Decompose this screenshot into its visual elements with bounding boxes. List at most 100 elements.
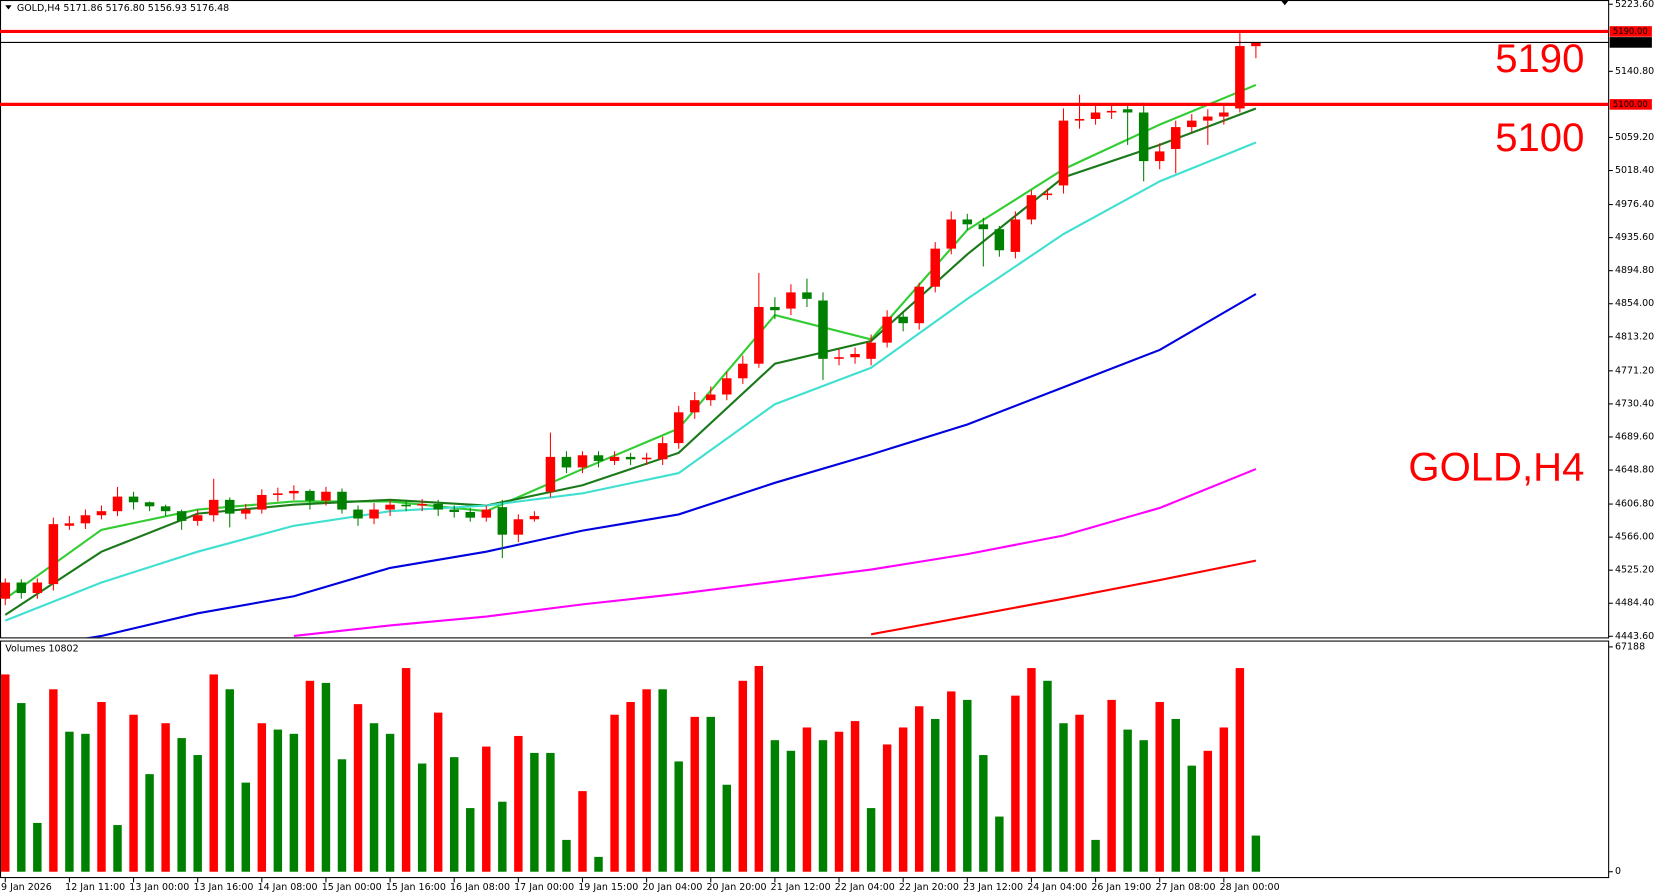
- candle-body: [1170, 127, 1181, 149]
- level-label: 5190.00: [1613, 26, 1648, 36]
- y-tick-label: 4484.40: [1615, 598, 1654, 609]
- candle-body: [625, 456, 636, 460]
- candle-body: [144, 502, 155, 507]
- y-tick-label: 5059.20: [1615, 132, 1654, 143]
- x-tick-label: 21 Jan 12:00: [771, 882, 831, 893]
- volume-bar: [866, 808, 876, 872]
- candle-body: [369, 509, 379, 519]
- candle-body: [978, 224, 989, 230]
- candle-body: [1219, 112, 1229, 117]
- x-tick-label: 19 Jan 15:00: [578, 882, 638, 893]
- volume-bar: [1, 674, 10, 872]
- volume-bar: [1059, 723, 1068, 872]
- candle-body: [818, 300, 828, 359]
- candle-body: [657, 443, 668, 460]
- candle-body: [930, 248, 940, 287]
- volume-bar: [882, 744, 892, 872]
- candle-body: [722, 378, 732, 395]
- volume-tick-label: 67188: [1615, 641, 1645, 652]
- candle-body: [1074, 118, 1085, 121]
- volume-bar: [33, 822, 42, 872]
- menu-icon[interactable]: [5, 5, 12, 10]
- candle-body: [914, 286, 924, 324]
- moving-average: [4, 141, 1257, 622]
- x-tick-label: 24 Jan 04:00: [1027, 882, 1087, 893]
- candle-body: [449, 509, 459, 512]
- volume-bar: [1027, 668, 1036, 872]
- candle-body: [882, 316, 892, 343]
- x-tick-label: 14 Jan 08:00: [258, 882, 318, 893]
- volume-bar: [385, 733, 395, 872]
- volume-bar: [273, 729, 283, 872]
- volume-bar: [97, 702, 106, 872]
- volume-bar: [257, 723, 267, 872]
- x-tick-label: 15 Jan 16:00: [386, 882, 446, 893]
- current-price-box: [1609, 37, 1652, 48]
- x-tick-label: 26 Jan 19:00: [1091, 882, 1151, 893]
- volume-bar: [786, 750, 796, 872]
- volume-bar: [17, 703, 26, 872]
- volume-bar: [113, 825, 122, 872]
- volume-bar: [417, 763, 427, 872]
- x-tick-label: 13 Jan 16:00: [193, 882, 253, 893]
- candle-body: [1058, 120, 1069, 186]
- candle-body: [850, 353, 860, 358]
- volume-bar: [401, 668, 411, 872]
- volume-bar: [979, 755, 988, 872]
- candle-body: [353, 509, 363, 519]
- candle-body: [32, 582, 43, 594]
- volume-bar: [802, 727, 812, 872]
- candle-body: [1122, 109, 1133, 113]
- x-tick-label: 23 Jan 12:00: [963, 882, 1023, 893]
- level-annotation: 5190: [1495, 36, 1584, 81]
- candle-body: [866, 342, 876, 359]
- volume-bar: [738, 680, 748, 872]
- volume-bar: [241, 782, 250, 872]
- candle-body: [80, 515, 91, 524]
- candle-body: [16, 582, 27, 594]
- volume-bar: [931, 718, 940, 872]
- x-tick-label: 22 Jan 04:00: [835, 882, 895, 893]
- volume-bar: [177, 738, 186, 872]
- volume-bar: [578, 791, 587, 872]
- candle-body: [337, 491, 347, 510]
- volume-bar: [1123, 729, 1132, 872]
- volume-bar: [353, 704, 363, 872]
- candle-body: [1042, 193, 1053, 196]
- candle-body: [1106, 110, 1117, 113]
- candle-body: [224, 499, 235, 514]
- volume-bar: [498, 801, 507, 872]
- x-tick-label: 22 Jan 20:00: [899, 882, 959, 893]
- candle-body: [48, 524, 59, 585]
- candle-body: [513, 519, 524, 535]
- y-tick-label: 5140.80: [1615, 66, 1654, 77]
- candle-body: [641, 457, 652, 460]
- volume-bar: [722, 784, 732, 872]
- candle-body: [561, 456, 572, 468]
- candle-body: [208, 499, 219, 516]
- volume-bar: [1043, 680, 1052, 872]
- volume-bar: [466, 808, 475, 872]
- volume-bar: [49, 689, 58, 872]
- volume-bar: [706, 716, 715, 872]
- level-label-box: [1609, 99, 1652, 110]
- volume-bar: [914, 706, 924, 872]
- candle-body: [1026, 195, 1037, 220]
- candle-body: [1010, 219, 1021, 252]
- candle-body: [401, 504, 411, 507]
- volume-bar: [514, 735, 523, 872]
- volume-bar: [449, 757, 459, 872]
- y-tick-label: 4730.40: [1615, 398, 1654, 409]
- volume-bar: [225, 689, 234, 872]
- candle-body: [481, 509, 492, 518]
- candle-body: [1203, 116, 1213, 121]
- candle-body: [1090, 112, 1101, 119]
- candle-body: [994, 229, 1005, 251]
- candle-body: [465, 511, 475, 518]
- x-tick-label: 17 Jan 00:00: [514, 882, 574, 893]
- candle-body: [593, 455, 604, 461]
- y-tick-label: 4443.60: [1615, 631, 1654, 642]
- y-tick-label: 5223.60: [1615, 0, 1654, 10]
